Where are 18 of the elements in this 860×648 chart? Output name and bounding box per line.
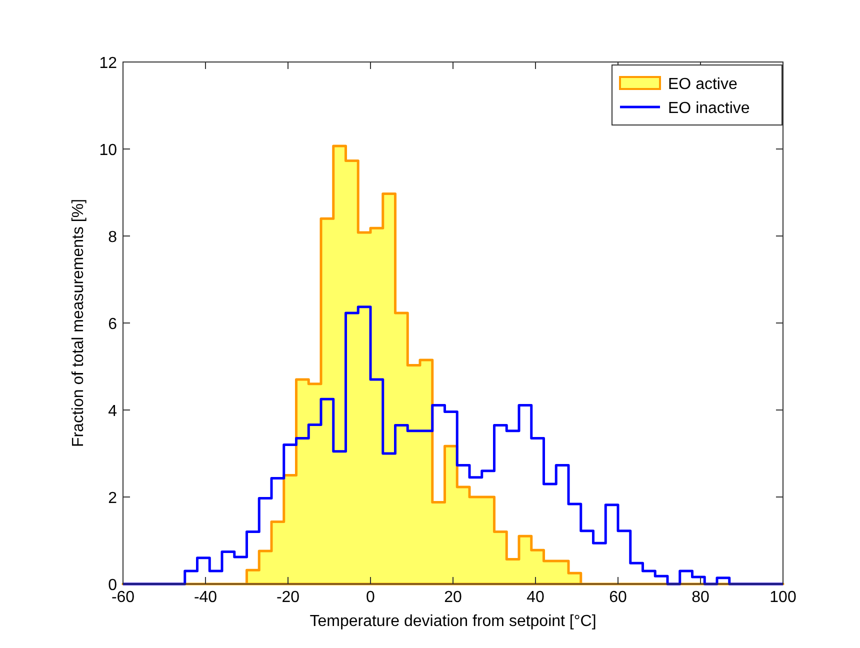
y-tick-label: 6 bbox=[108, 316, 118, 333]
y-tick-label: 2 bbox=[108, 490, 118, 507]
x-tick-label: -40 bbox=[194, 589, 218, 606]
x-tick-label: 40 bbox=[526, 589, 544, 606]
x-tick-label: 0 bbox=[366, 589, 376, 606]
y-tick-label: 10 bbox=[99, 142, 118, 159]
x-tick-label: 60 bbox=[609, 589, 627, 606]
y-tick-label: 8 bbox=[108, 229, 118, 246]
y-axis-title: Fraction of total measurements [%] bbox=[70, 198, 87, 448]
x-axis-title: Temperature deviation from setpoint [°C] bbox=[310, 613, 596, 630]
x-tick-label: 100 bbox=[770, 589, 796, 606]
x-tick-label: 80 bbox=[692, 589, 710, 606]
legend-label: EO active bbox=[668, 76, 738, 93]
x-tick-label: -20 bbox=[276, 589, 300, 606]
legend-label: EO inactive bbox=[668, 100, 750, 117]
x-tick-label: 20 bbox=[444, 589, 462, 606]
y-tick-label: 4 bbox=[108, 403, 118, 420]
y-tick-label: 12 bbox=[99, 55, 118, 72]
